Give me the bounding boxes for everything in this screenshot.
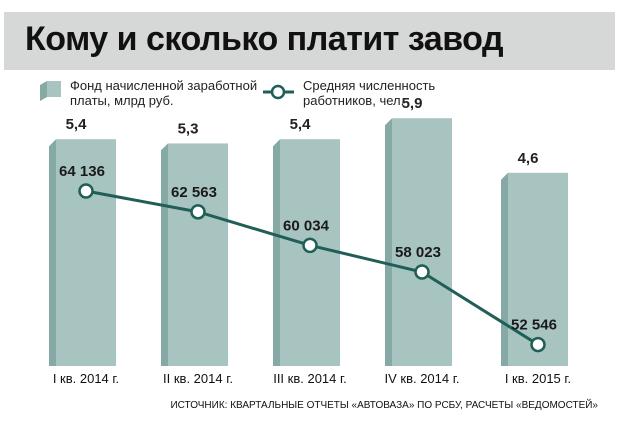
title-bar: [4, 12, 615, 70]
line-layer: [78, 183, 546, 353]
category-label: II кв. 2014 г.: [163, 371, 233, 386]
line-point: [302, 237, 318, 254]
bar-value-label: 5,9: [402, 95, 423, 112]
bar: [385, 118, 452, 366]
bar-value-label: 4,6: [518, 150, 539, 167]
legend-line-swatch: [263, 84, 294, 100]
bars-layer: [49, 118, 568, 366]
bar-face: [168, 143, 228, 366]
bar-value-label: 5,4: [290, 116, 312, 133]
legend-swatch-side: [40, 81, 47, 101]
chart-title: Кому и сколько платит завод: [25, 20, 504, 58]
bar: [49, 139, 116, 366]
legend-line-line2: работников, чел.: [303, 93, 404, 108]
bar-side: [161, 143, 168, 366]
category-axis: I кв. 2014 г. II кв. 2014 г. III кв. 2014 …: [53, 371, 571, 386]
line-point: [190, 204, 206, 220]
category-label: III кв. 2014 г.: [273, 371, 347, 386]
legend-bar-swatch: [40, 81, 61, 101]
bar: [501, 172, 568, 366]
line-point: [530, 336, 546, 353]
legend: Фонд начисленной заработной платы, млрд …: [40, 78, 435, 108]
legend-swatch-face: [47, 81, 61, 97]
labels-layer: 5,4 5,3 5,4 5,9 4,6 64 136 62 563 60 034 58 023 5…: [59, 95, 557, 333]
line-value-label: 60 034: [283, 217, 330, 234]
source-note: ИСТОЧНИК: КВАРТАЛЬНЫЕ ОТЧЕТЫ «АВТОВАЗА» …: [170, 398, 598, 411]
line-value-label: 52 546: [511, 317, 557, 334]
line-point: [414, 264, 430, 280]
legend-bars-line1: Фонд начисленной заработной: [70, 78, 257, 93]
legend-bars-line2: платы, млрд руб.: [70, 93, 174, 108]
legend-line-marker: [270, 84, 286, 100]
bar-value-label: 5,3: [178, 120, 199, 137]
bar: [161, 143, 228, 366]
bar-side: [385, 118, 392, 366]
legend-line-line1: Средняя численность: [303, 78, 435, 93]
bar-side: [501, 172, 508, 366]
line-value-label: 64 136: [59, 163, 105, 180]
category-label: IV кв. 2014 г.: [384, 371, 459, 386]
line-value-label: 62 563: [171, 184, 217, 201]
bar-value-label: 5,4: [66, 116, 88, 133]
bar-side: [273, 139, 280, 366]
bar-face: [392, 118, 452, 366]
line-value-label: 58 023: [395, 244, 441, 261]
bar: [273, 139, 340, 366]
category-label: I кв. 2014 г.: [53, 371, 119, 386]
line-point: [78, 183, 94, 199]
bar-face: [56, 139, 116, 366]
bar-side: [49, 139, 56, 366]
category-label: I кв. 2015 г.: [505, 371, 571, 386]
